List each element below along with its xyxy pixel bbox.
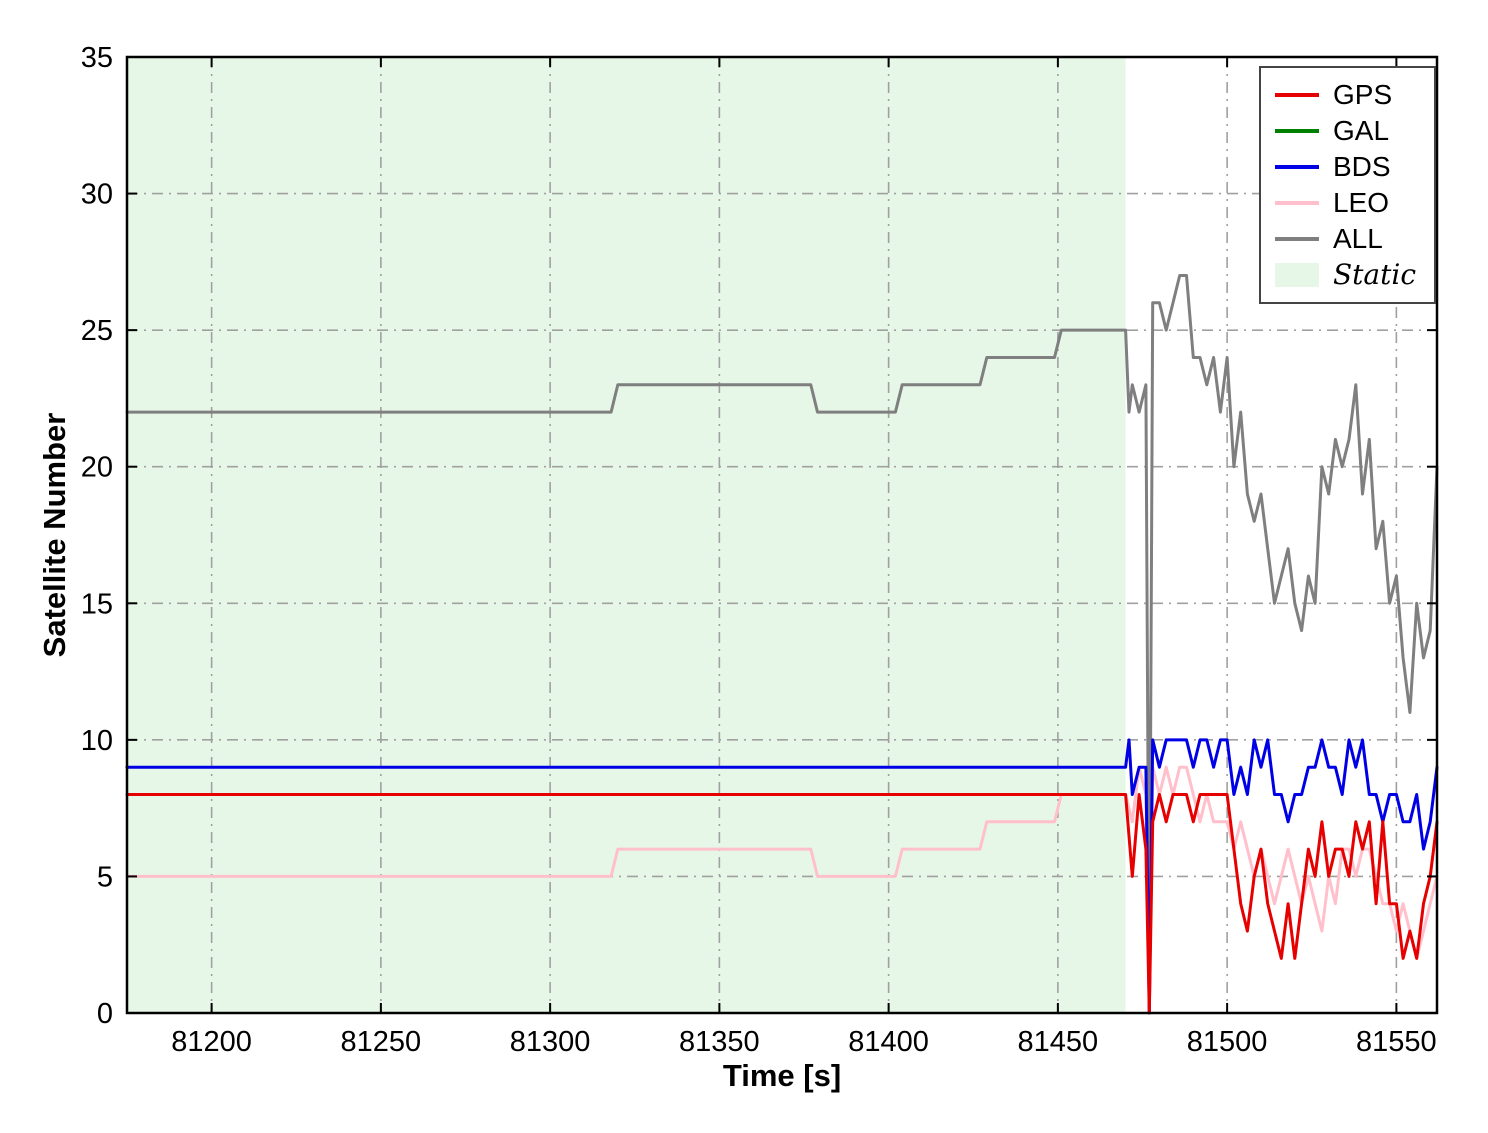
legend: GPS GAL BDS LEO ALL Static (1258, 66, 1436, 304)
tick-label-x: 81500 (1187, 1026, 1268, 1058)
tick-label-x: 81300 (510, 1026, 591, 1058)
tick-label-y: 30 (81, 179, 113, 211)
y-axis-label: Satellite Number (37, 412, 72, 658)
legend-swatch-all (1274, 237, 1319, 241)
tick-label-y: 25 (81, 315, 113, 347)
tick-label-y: 35 (81, 42, 113, 74)
tick-label-y: 20 (81, 452, 113, 484)
legend-swatch-bds (1274, 165, 1319, 169)
tick-label-x: 81550 (1356, 1026, 1437, 1058)
tick-label-y: 0 (97, 998, 113, 1030)
tick-label-x: 81450 (1018, 1026, 1099, 1058)
legend-swatch-static (1274, 263, 1319, 287)
tick-label-y: 5 (97, 861, 113, 893)
tick-label-x: 81400 (848, 1026, 929, 1058)
series-bds-line (125, 738, 1439, 1015)
series-gps-line (125, 793, 1439, 1015)
legend-label-static: Static (1332, 258, 1416, 291)
legend-swatch-gps (1274, 93, 1319, 97)
legend-swatch-leo (1274, 201, 1319, 205)
legend-item-all: ALL (1274, 222, 1416, 256)
legend-label-gps: GPS (1332, 79, 1393, 110)
legend-label-leo: LEO (1332, 187, 1390, 218)
tick-label-x: 81250 (341, 1026, 422, 1058)
legend-label-all: ALL (1332, 223, 1383, 254)
legend-item-leo: LEO (1274, 186, 1416, 220)
legend-item-bds: BDS (1274, 150, 1416, 184)
tick-label-x: 81350 (679, 1026, 760, 1058)
static-region (127, 57, 1126, 1013)
series-all-line (125, 274, 1439, 1015)
axes-box (125, 55, 1439, 1015)
tick-label-x: 81200 (171, 1026, 252, 1058)
x-axis-label: Time [s] (722, 1058, 842, 1093)
legend-item-static: Static (1274, 258, 1416, 292)
legend-label-gal: GAL (1332, 115, 1390, 146)
legend-swatch-gal (1274, 129, 1319, 133)
tick-label-y: 15 (81, 588, 113, 620)
legend-item-gal: GAL (1274, 114, 1416, 148)
tick-label-y: 10 (81, 725, 113, 757)
legend-item-gps: GPS (1274, 78, 1416, 112)
legend-label-bds: BDS (1332, 151, 1391, 182)
